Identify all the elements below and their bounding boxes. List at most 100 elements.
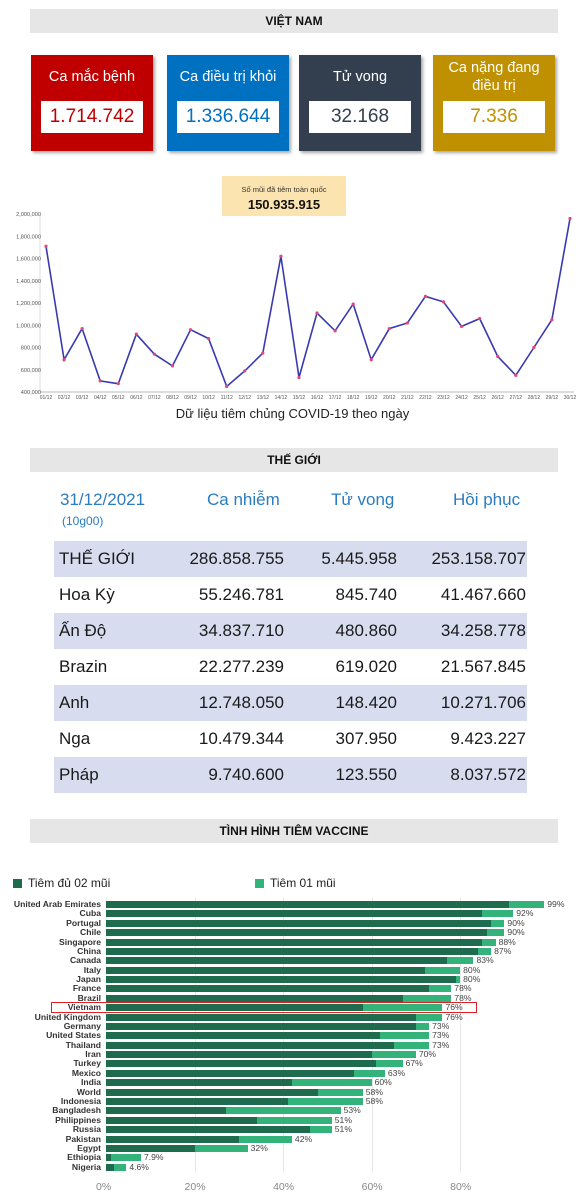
world-table-row: Anh 12.748.050 148.420 10.271.706 [54, 685, 527, 721]
bar-full-dose [106, 901, 509, 908]
world-cell-deaths: 148.420 [335, 693, 397, 712]
world-cell-deaths: 845.740 [335, 585, 397, 604]
bar-value-label: 73% [432, 1030, 450, 1041]
bar-value-label: 7.9% [143, 1152, 164, 1163]
data-point [225, 384, 229, 389]
category-label: Italy [83, 964, 101, 975]
category-label: China [77, 945, 101, 956]
bar-full-dose [106, 1069, 354, 1077]
bar-value-label: 83% [476, 955, 494, 966]
legend-full-dose-label: Tiêm đủ 02 mũi [28, 876, 111, 890]
category-label: Nigeria [71, 1161, 101, 1172]
x-tick-label: 01/12 [40, 395, 53, 401]
world-cell-deaths: 307.950 [335, 729, 397, 748]
category-label: Singapore [58, 936, 101, 947]
world-cell-cases: 22.277.239 [198, 657, 284, 676]
x-tick-label: 26/12 [491, 395, 504, 401]
bar-full-dose [106, 1041, 394, 1049]
category-label: Brazil [77, 992, 101, 1003]
data-point [261, 351, 265, 355]
world-cell-recovered: 253.158.707 [431, 549, 526, 568]
world-cell-name: Anh [59, 693, 90, 712]
category-label: Cuba [79, 908, 101, 919]
x-tick-label: 08/12 [166, 395, 179, 401]
bar-full-dose [106, 976, 456, 984]
data-point [44, 244, 48, 248]
x-tick-label: 18/12 [347, 395, 360, 401]
world-cell-cases: 34.837.710 [198, 621, 284, 640]
bar-value-label: 80% [463, 974, 481, 985]
x-tick-label: 14/12 [275, 395, 288, 401]
category-label: Philippines [55, 1114, 101, 1125]
bar-full-dose [106, 1116, 257, 1124]
x-tick-label: 24/12 [455, 395, 468, 401]
bar-full-dose [106, 1051, 372, 1059]
legend-one-dose-label: Tiêm 01 mũi [270, 876, 336, 890]
world-table-row: Hoa Kỳ 55.246.781 845.740 41.467.660 [54, 577, 527, 613]
data-point [188, 328, 193, 332]
bar-value-label: 78% [454, 983, 472, 994]
y-tick-label: 600,000 [21, 368, 41, 374]
x-tick-label: 30/12 [564, 395, 577, 401]
x-tick-label: 20/12 [383, 395, 396, 401]
data-point [297, 375, 301, 380]
bar-value-label: 90% [507, 917, 525, 928]
bar-full-dose [106, 1135, 239, 1143]
x-tick-label: 27/12 [510, 395, 523, 401]
world-cell-recovered: 9.423.227 [450, 729, 526, 748]
legend-full-dose-swatch [13, 879, 22, 889]
y-tick-label: 1,000,000 [16, 323, 41, 329]
x-tick-label: 03/12 [76, 395, 89, 401]
world-cell-recovered: 34.258.778 [440, 621, 526, 640]
world-cell-cases: 12.748.050 [198, 693, 284, 712]
bar-value-label: 58% [365, 1095, 383, 1106]
x-tick-label: 0% [96, 1181, 112, 1193]
y-tick-label: 1,400,000 [16, 279, 41, 285]
legend-one-dose-swatch [255, 879, 264, 889]
x-tick-label: 15/12 [293, 395, 306, 401]
world-cell-deaths: 480.860 [335, 621, 397, 640]
category-label: Russia [72, 1124, 101, 1135]
bar-value-label: 63% [387, 1067, 406, 1078]
data-point [369, 358, 373, 362]
world-time: (10g00) [62, 514, 104, 528]
legend-full-dose: Tiêm đủ 02 mũi [13, 876, 110, 890]
stat-cases-value: 1.714.742 [41, 101, 143, 133]
world-table-row: Nga 10.479.344 307.950 9.423.227 [54, 721, 527, 757]
x-tick-label: 04/12 [94, 395, 107, 401]
world-cell-name: Ấn Độ [59, 621, 107, 640]
stat-deaths-label: Tử vong [332, 69, 388, 85]
bar-full-dose [106, 1144, 195, 1152]
stat-severe-value: 7.336 [443, 101, 545, 133]
data-point [441, 300, 446, 304]
category-label: Pakistan [65, 1133, 101, 1144]
bar-full-dose [106, 966, 425, 974]
world-table-row: Pháp 9.740.600 123.550 8.037.572 [54, 757, 527, 793]
bar-full-dose [106, 1154, 112, 1162]
data-point [514, 373, 518, 377]
bar-full-dose [106, 985, 430, 993]
category-label: World [76, 1086, 101, 1097]
data-point [459, 324, 464, 328]
x-tick-label: 25/12 [473, 395, 486, 401]
bar-full-dose [106, 938, 483, 946]
category-label: Canada [69, 955, 101, 966]
world-cell-cases: 286.858.755 [189, 549, 284, 568]
data-point [333, 329, 337, 333]
stat-severe-card: Ca nặng đang điều trị 7.336 [433, 55, 555, 151]
bar-value-label: 60% [374, 1077, 392, 1088]
bar-value-label: 53% [343, 1105, 361, 1116]
bar-full-dose [106, 947, 478, 955]
stat-recovered-value: 1.336.644 [177, 101, 279, 133]
bar-value-label: 67% [405, 1058, 423, 1069]
x-tick-label: 09/12 [184, 395, 197, 401]
x-tick-label: 22/12 [419, 395, 432, 401]
data-point [351, 302, 355, 306]
y-tick-label: 1,600,000 [16, 257, 41, 263]
bar-full-dose [106, 1032, 381, 1040]
category-label: United Arab Emirates [13, 899, 101, 909]
category-label: United Kingdom [34, 1011, 101, 1022]
x-tick-label: 40% [273, 1181, 295, 1193]
bar-value-label: 58% [365, 1086, 383, 1097]
daily-vaccination-line-chart: 400,000 600,000 800,000 1,000,000 1,200,000 1… [16, 212, 577, 401]
